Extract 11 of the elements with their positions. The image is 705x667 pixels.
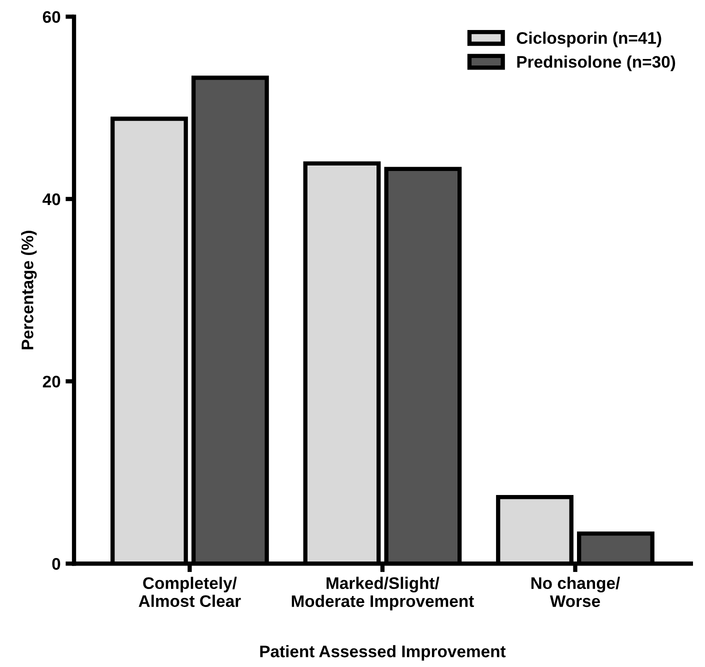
legend-label: Ciclosporin (n=41) xyxy=(516,32,662,48)
x-axis-title: Patient Assessed Improvement xyxy=(260,645,506,661)
y-axis-title: Percentage (%) xyxy=(21,230,37,350)
x-tick-label: Marked/Slight/ Moderate Improvement xyxy=(292,576,474,610)
y-tick-label: 40 xyxy=(42,193,60,206)
y-tick-label: 60 xyxy=(42,11,60,23)
y-tick-label: 0 xyxy=(52,558,60,570)
legend-label: Prednisolone (n=30) xyxy=(517,56,676,72)
x-tick-label: No change/ Worse xyxy=(531,576,620,608)
y-tick-label: 20 xyxy=(42,376,60,388)
x-tick-label: Completely/ Almost Clear xyxy=(138,576,241,608)
